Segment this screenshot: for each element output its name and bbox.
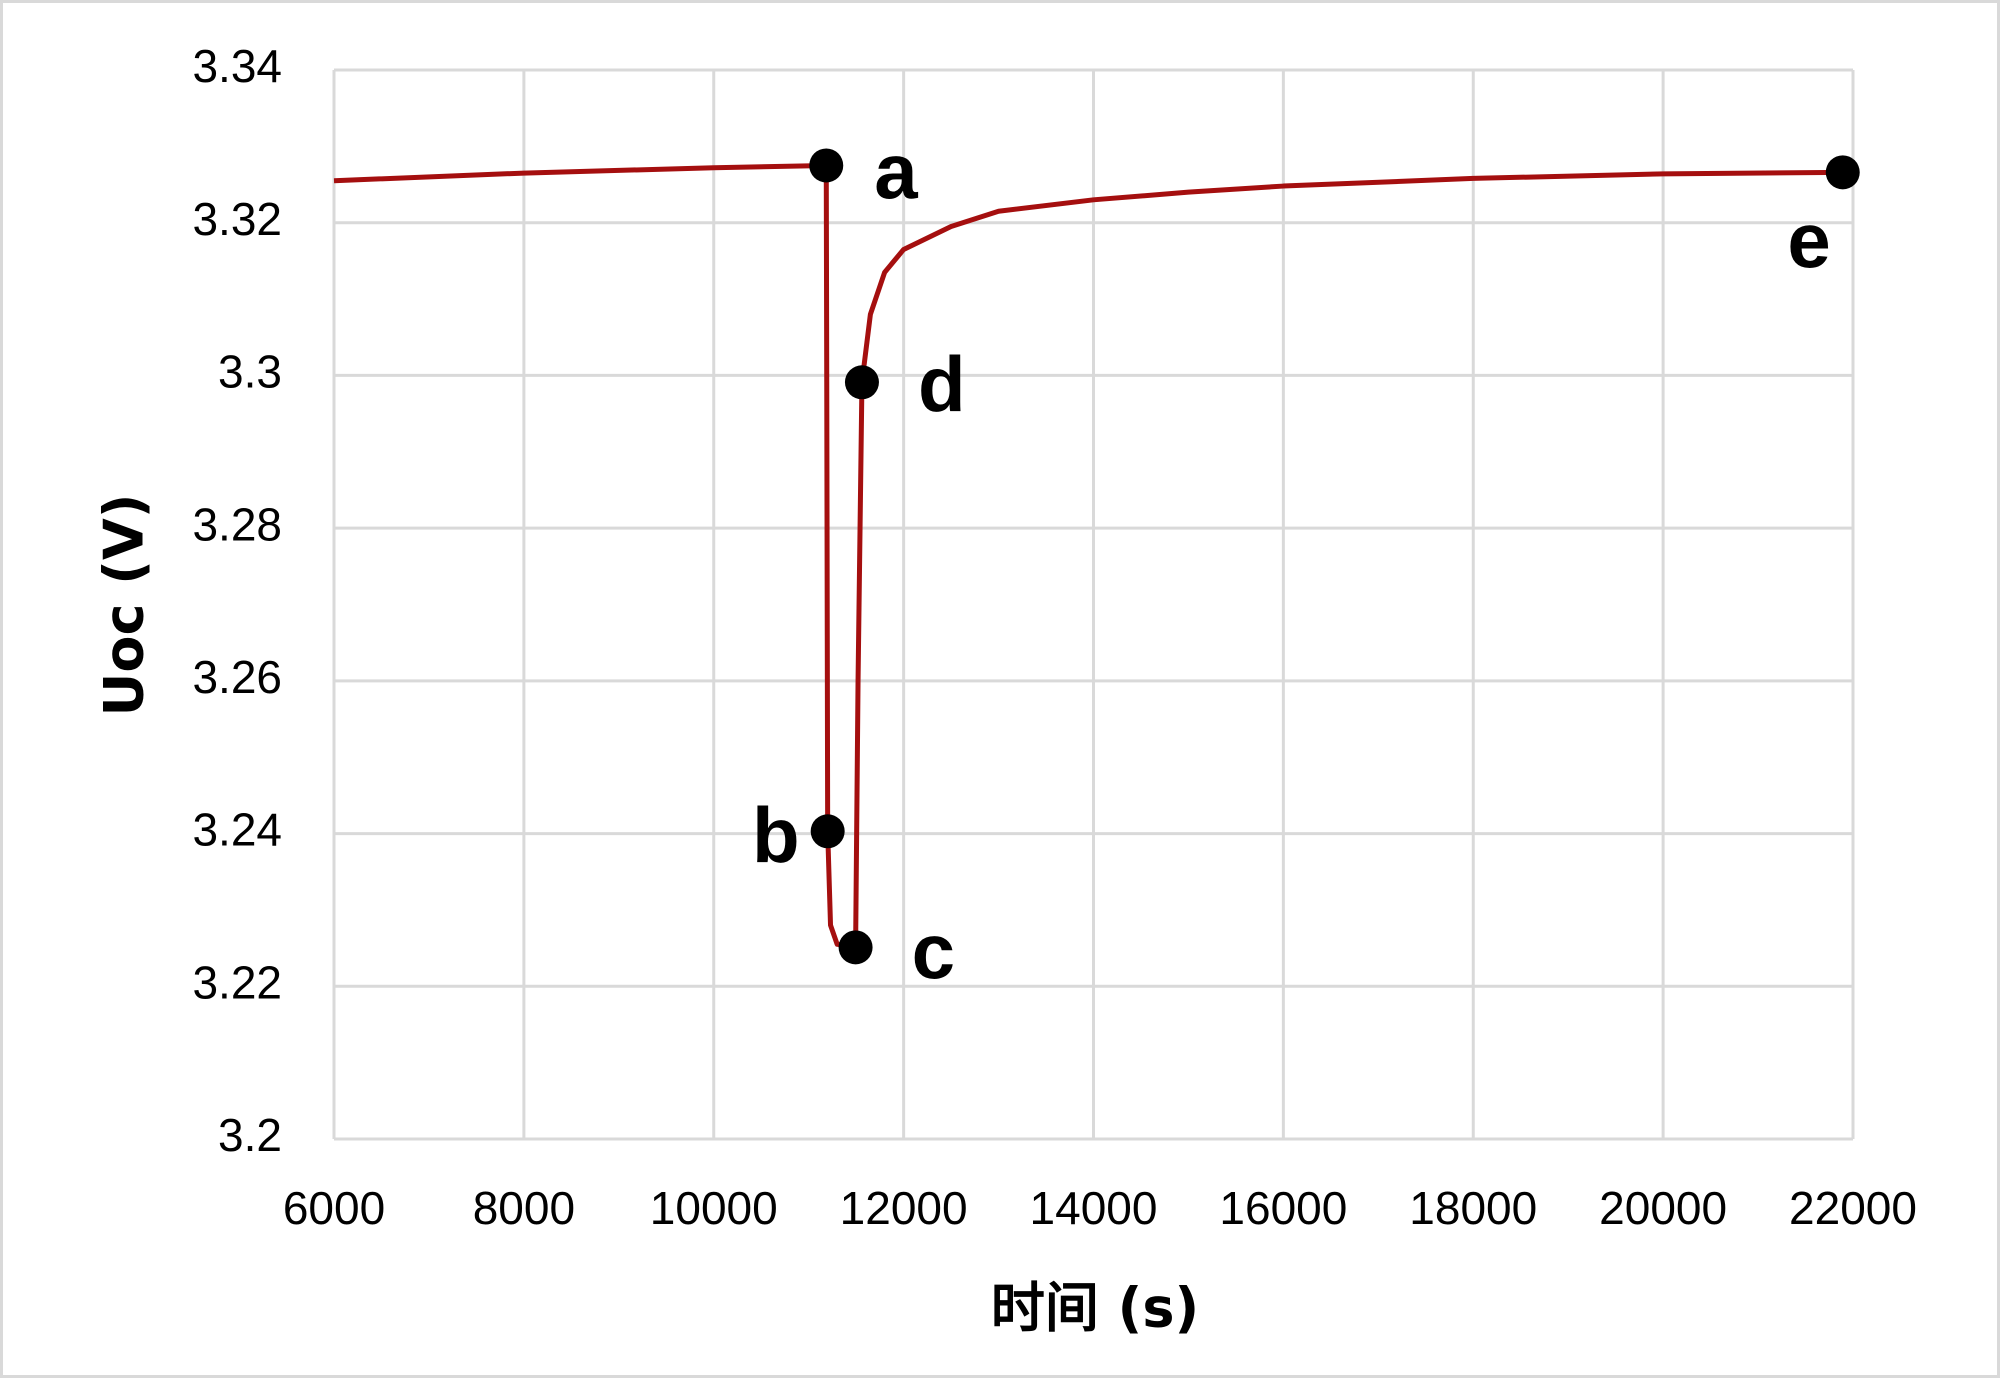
x-tick-label: 14000 bbox=[1030, 1182, 1158, 1234]
point-label: c bbox=[912, 907, 955, 995]
x-axis-title: 时间 (s) bbox=[991, 1277, 1199, 1340]
y-tick-label: 3.22 bbox=[192, 956, 282, 1008]
data-point bbox=[1825, 155, 1860, 190]
x-tick-label: 8000 bbox=[473, 1182, 575, 1234]
data-point bbox=[844, 365, 879, 400]
y-tick-label: 3.26 bbox=[192, 651, 282, 703]
x-tick-label: 12000 bbox=[840, 1182, 968, 1234]
data-point bbox=[838, 930, 873, 965]
y-tick-label: 3.34 bbox=[192, 40, 282, 92]
point-label: d bbox=[918, 340, 966, 428]
y-tick-label: 3.24 bbox=[192, 804, 282, 856]
point-label: a bbox=[874, 127, 918, 215]
data-point bbox=[810, 814, 845, 849]
y-axis-title: Uoc (V) bbox=[93, 494, 156, 717]
data-point bbox=[809, 148, 844, 183]
x-tick-label: 18000 bbox=[1409, 1182, 1537, 1234]
y-tick-label: 3.28 bbox=[192, 498, 282, 550]
point-label: b bbox=[752, 791, 800, 879]
x-tick-label: 16000 bbox=[1219, 1182, 1347, 1234]
y-tick-label: 3.32 bbox=[192, 193, 282, 245]
y-tick-label: 3.2 bbox=[218, 1109, 282, 1161]
x-tick-label: 6000 bbox=[283, 1182, 385, 1234]
x-tick-label: 10000 bbox=[650, 1182, 778, 1234]
y-tick-label: 3.3 bbox=[218, 346, 282, 398]
x-tick-label: 22000 bbox=[1789, 1182, 1917, 1234]
x-tick-label: 20000 bbox=[1599, 1182, 1727, 1234]
point-label: e bbox=[1787, 196, 1830, 284]
